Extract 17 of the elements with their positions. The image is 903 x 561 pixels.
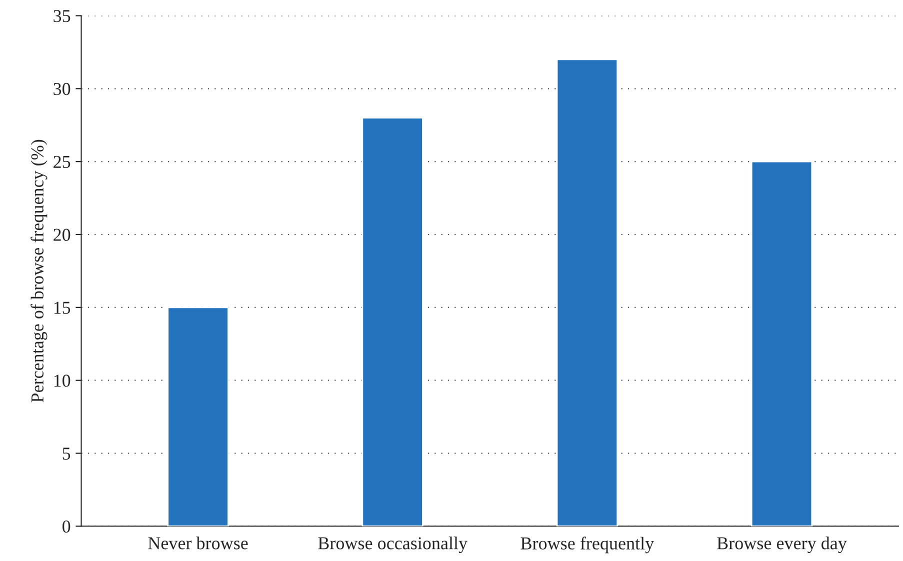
y-tick-label: 5 <box>62 448 70 460</box>
y-tick-label: 25 <box>54 156 70 168</box>
bar <box>362 117 424 526</box>
x-tick-label: Browse occasionally <box>318 536 468 554</box>
y-tick-label: 20 <box>54 228 70 241</box>
y-tick-label: 35 <box>54 10 70 22</box>
y-tick-label: 10 <box>54 374 70 387</box>
y-tick-label: 15 <box>54 302 70 314</box>
y-tick-label: 30 <box>54 82 70 96</box>
bar <box>750 160 813 526</box>
x-tick-label: Browse frequently <box>520 536 654 554</box>
y-axis-title: Percentage of browse frequency (%) <box>30 140 48 402</box>
x-tick-label: Never browse <box>148 536 248 550</box>
bar <box>556 58 618 526</box>
x-tick-label: Browse every day <box>717 536 847 554</box>
bar <box>167 306 229 526</box>
y-tick-label: 0 <box>62 520 70 533</box>
